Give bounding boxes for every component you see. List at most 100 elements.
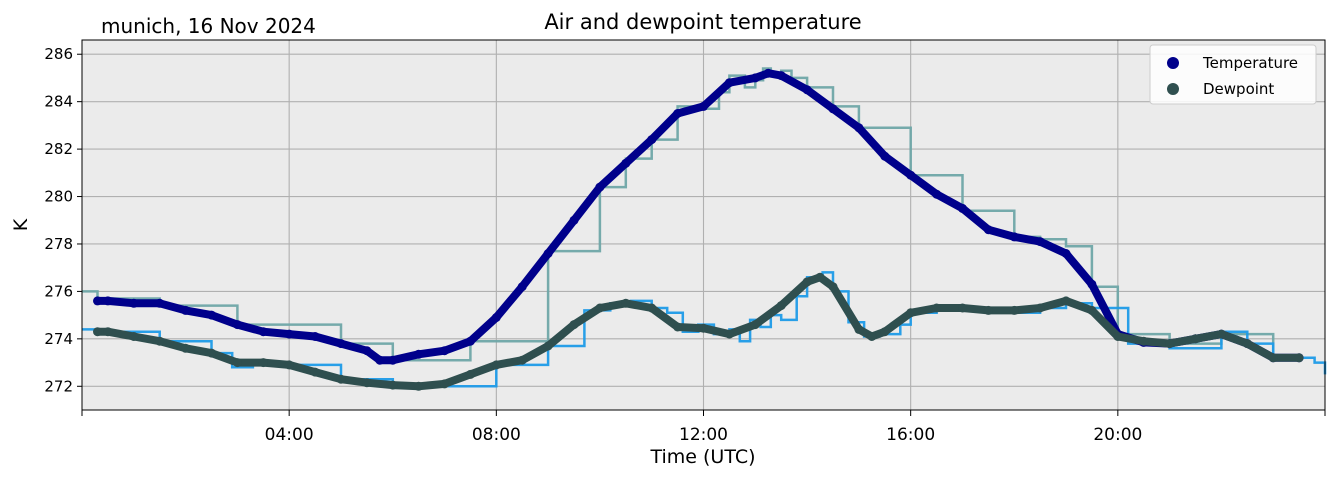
data-point-temperature-6 [232,320,242,330]
data-point-dewpoint-7 [258,358,268,368]
data-point-temperature-33 [880,151,890,161]
data-point-temperature-40 [1061,249,1071,258]
data-point-temperature-21 [595,182,605,192]
data-point-dewpoint-3 [155,336,165,346]
y-tick-label-282: 282 [44,140,73,158]
data-point-dewpoint-36 [958,303,967,313]
data-point-temperature-16 [465,336,475,346]
data-point-temperature-26 [724,78,734,88]
data-point-dewpoint-40 [1061,296,1071,306]
x-axis-label: Time (UTC) [649,446,755,468]
data-point-dewpoint-5 [207,348,216,358]
data-point-dewpoint-10 [336,374,346,384]
data-point-dewpoint-9 [310,367,320,377]
data-point-temperature-12 [375,355,385,365]
data-point-temperature-23 [647,135,657,145]
data-point-temperature-19 [543,249,553,258]
data-point-temperature-39 [1035,237,1045,247]
data-point-dewpoint-43 [1139,336,1149,346]
data-point-dewpoint-1 [103,327,113,337]
data-point-dewpoint-18 [543,341,553,351]
data-point-dewpoint-30 [828,282,838,292]
data-point-temperature-20 [569,215,579,225]
data-point-dewpoint-38 [1009,305,1019,315]
data-point-temperature-32 [854,123,864,133]
y-tick-label-284: 284 [44,93,73,111]
data-point-dewpoint-32 [867,332,877,341]
data-point-dewpoint-25 [724,329,734,339]
y-tick-label-276: 276 [44,282,73,300]
data-point-dewpoint-47 [1242,339,1252,349]
data-point-temperature-29 [776,71,786,81]
data-point-dewpoint-14 [440,379,449,389]
data-point-temperature-5 [207,310,216,320]
data-point-dewpoint-44 [1165,339,1175,349]
data-point-dewpoint-21 [621,298,631,308]
data-point-dewpoint-11 [362,378,372,388]
data-point-temperature-7 [258,327,268,337]
y-tick-label-274: 274 [44,330,73,348]
chart-title: Air and dewpoint temperature [544,10,861,34]
data-point-temperature-4 [181,305,191,315]
legend-box [1149,44,1317,105]
data-point-dewpoint-34 [906,308,916,318]
data-point-dewpoint-19 [569,320,579,330]
data-point-dewpoint-28 [802,277,812,287]
data-point-dewpoint-46 [1216,329,1226,339]
data-point-dewpoint-20 [595,303,605,313]
data-point-dewpoint-31 [854,324,864,334]
x-tick-label-20:00: 20:00 [1093,425,1142,445]
y-tick-label-278: 278 [44,235,73,253]
data-point-dewpoint-8 [284,360,294,370]
data-point-dewpoint-42 [1113,332,1123,341]
data-point-dewpoint-22 [647,303,657,313]
data-point-temperature-25 [699,101,708,111]
data-point-temperature-17 [491,313,501,322]
data-point-dewpoint-41 [1087,305,1097,315]
y-tick-label-272: 272 [44,377,73,395]
data-point-temperature-35 [932,189,942,199]
data-point-dewpoint-17 [517,355,527,365]
data-point-dewpoint-6 [232,358,242,368]
data-point-temperature-38 [1009,232,1019,242]
data-point-temperature-30 [802,85,812,95]
data-point-dewpoint-33 [880,327,890,337]
data-point-dewpoint-37 [983,305,993,315]
data-point-temperature-15 [440,346,449,356]
data-point-dewpoint-23 [673,322,683,332]
data-point-temperature-0 [93,296,102,306]
x-tick-label-04:00: 04:00 [265,425,314,445]
data-point-dewpoint-2 [129,332,139,341]
data-point-dewpoint-39 [1035,303,1045,313]
data-point-dewpoint-4 [181,343,191,353]
data-point-dewpoint-24 [699,323,708,333]
legend-marker-temperature [1167,57,1179,69]
data-point-temperature-18 [517,282,527,292]
data-point-temperature-36 [958,203,967,213]
legend: Temperature Dewpoint [1149,44,1317,105]
data-point-dewpoint-16 [491,360,501,370]
data-point-dewpoint-12 [388,380,398,390]
x-tick-label-12:00: 12:00 [679,425,728,445]
data-point-temperature-2 [129,298,139,308]
data-point-dewpoint-13 [414,381,424,391]
data-point-temperature-22 [621,158,631,168]
data-point-temperature-31 [828,104,838,114]
legend-marker-dewpoint [1167,83,1179,95]
data-point-dewpoint-0 [93,327,102,337]
data-point-temperature-11 [362,346,372,356]
data-point-dewpoint-29 [815,272,825,282]
data-point-temperature-14 [414,349,424,359]
y-tick-label-280: 280 [44,188,73,206]
data-point-dewpoint-49 [1294,353,1304,363]
data-point-temperature-3 [155,298,165,308]
data-point-dewpoint-35 [932,303,942,313]
data-point-temperature-34 [906,170,916,180]
data-point-temperature-24 [673,109,683,118]
data-point-temperature-28 [763,68,773,78]
data-point-temperature-13 [388,355,398,365]
y-axis-label: K [10,218,32,231]
data-point-dewpoint-26 [750,320,760,330]
data-point-dewpoint-45 [1191,334,1200,344]
